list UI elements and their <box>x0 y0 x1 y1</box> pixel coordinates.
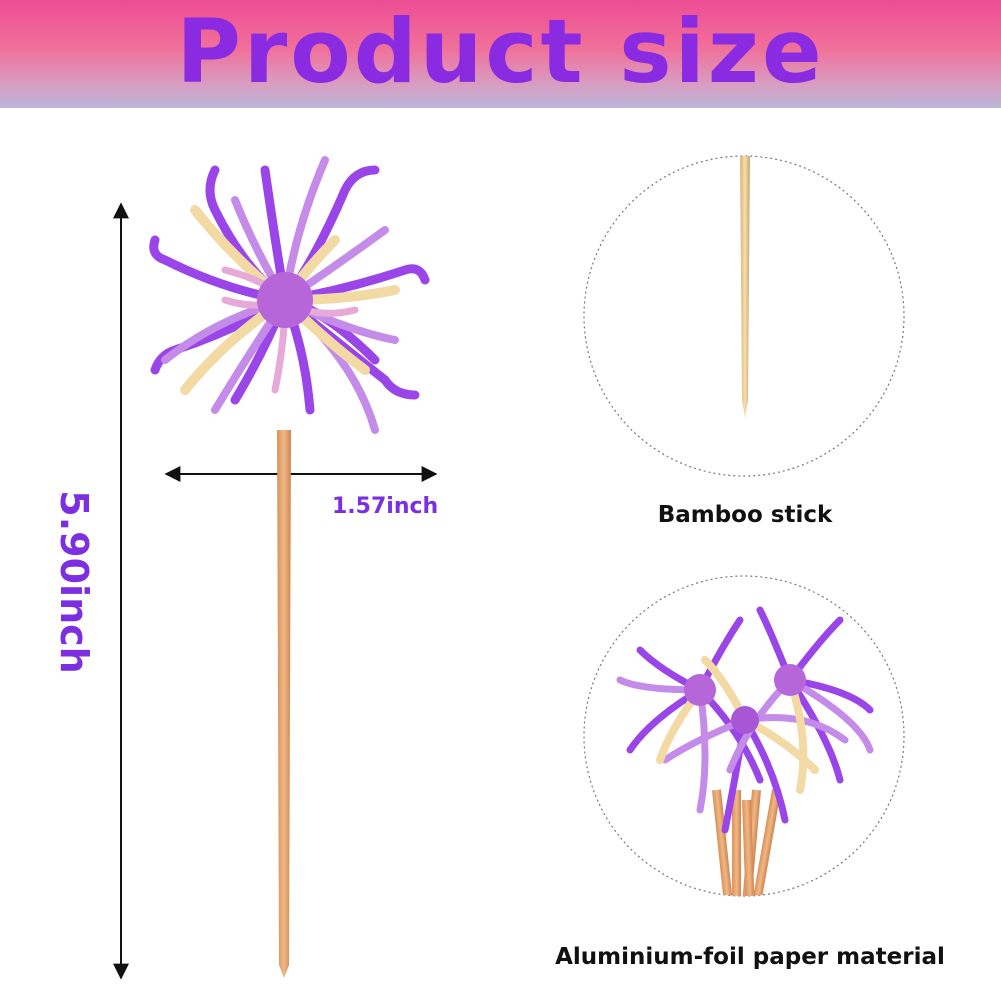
width-dimension-label: 1.57inch <box>332 494 439 519</box>
foil-detail-circle <box>583 575 905 897</box>
bamboo-detail-circle <box>583 155 905 477</box>
bamboo-caption: Bamboo stick <box>657 502 833 528</box>
header-banner: Product size <box>0 0 1001 108</box>
product-stick <box>277 430 291 978</box>
tinsel-pom-image <box>149 156 430 434</box>
page-title: Product size <box>176 0 825 103</box>
height-dimension-label: 5.90inch <box>52 490 96 674</box>
foil-caption: Aluminium-foil paper material <box>555 944 945 970</box>
